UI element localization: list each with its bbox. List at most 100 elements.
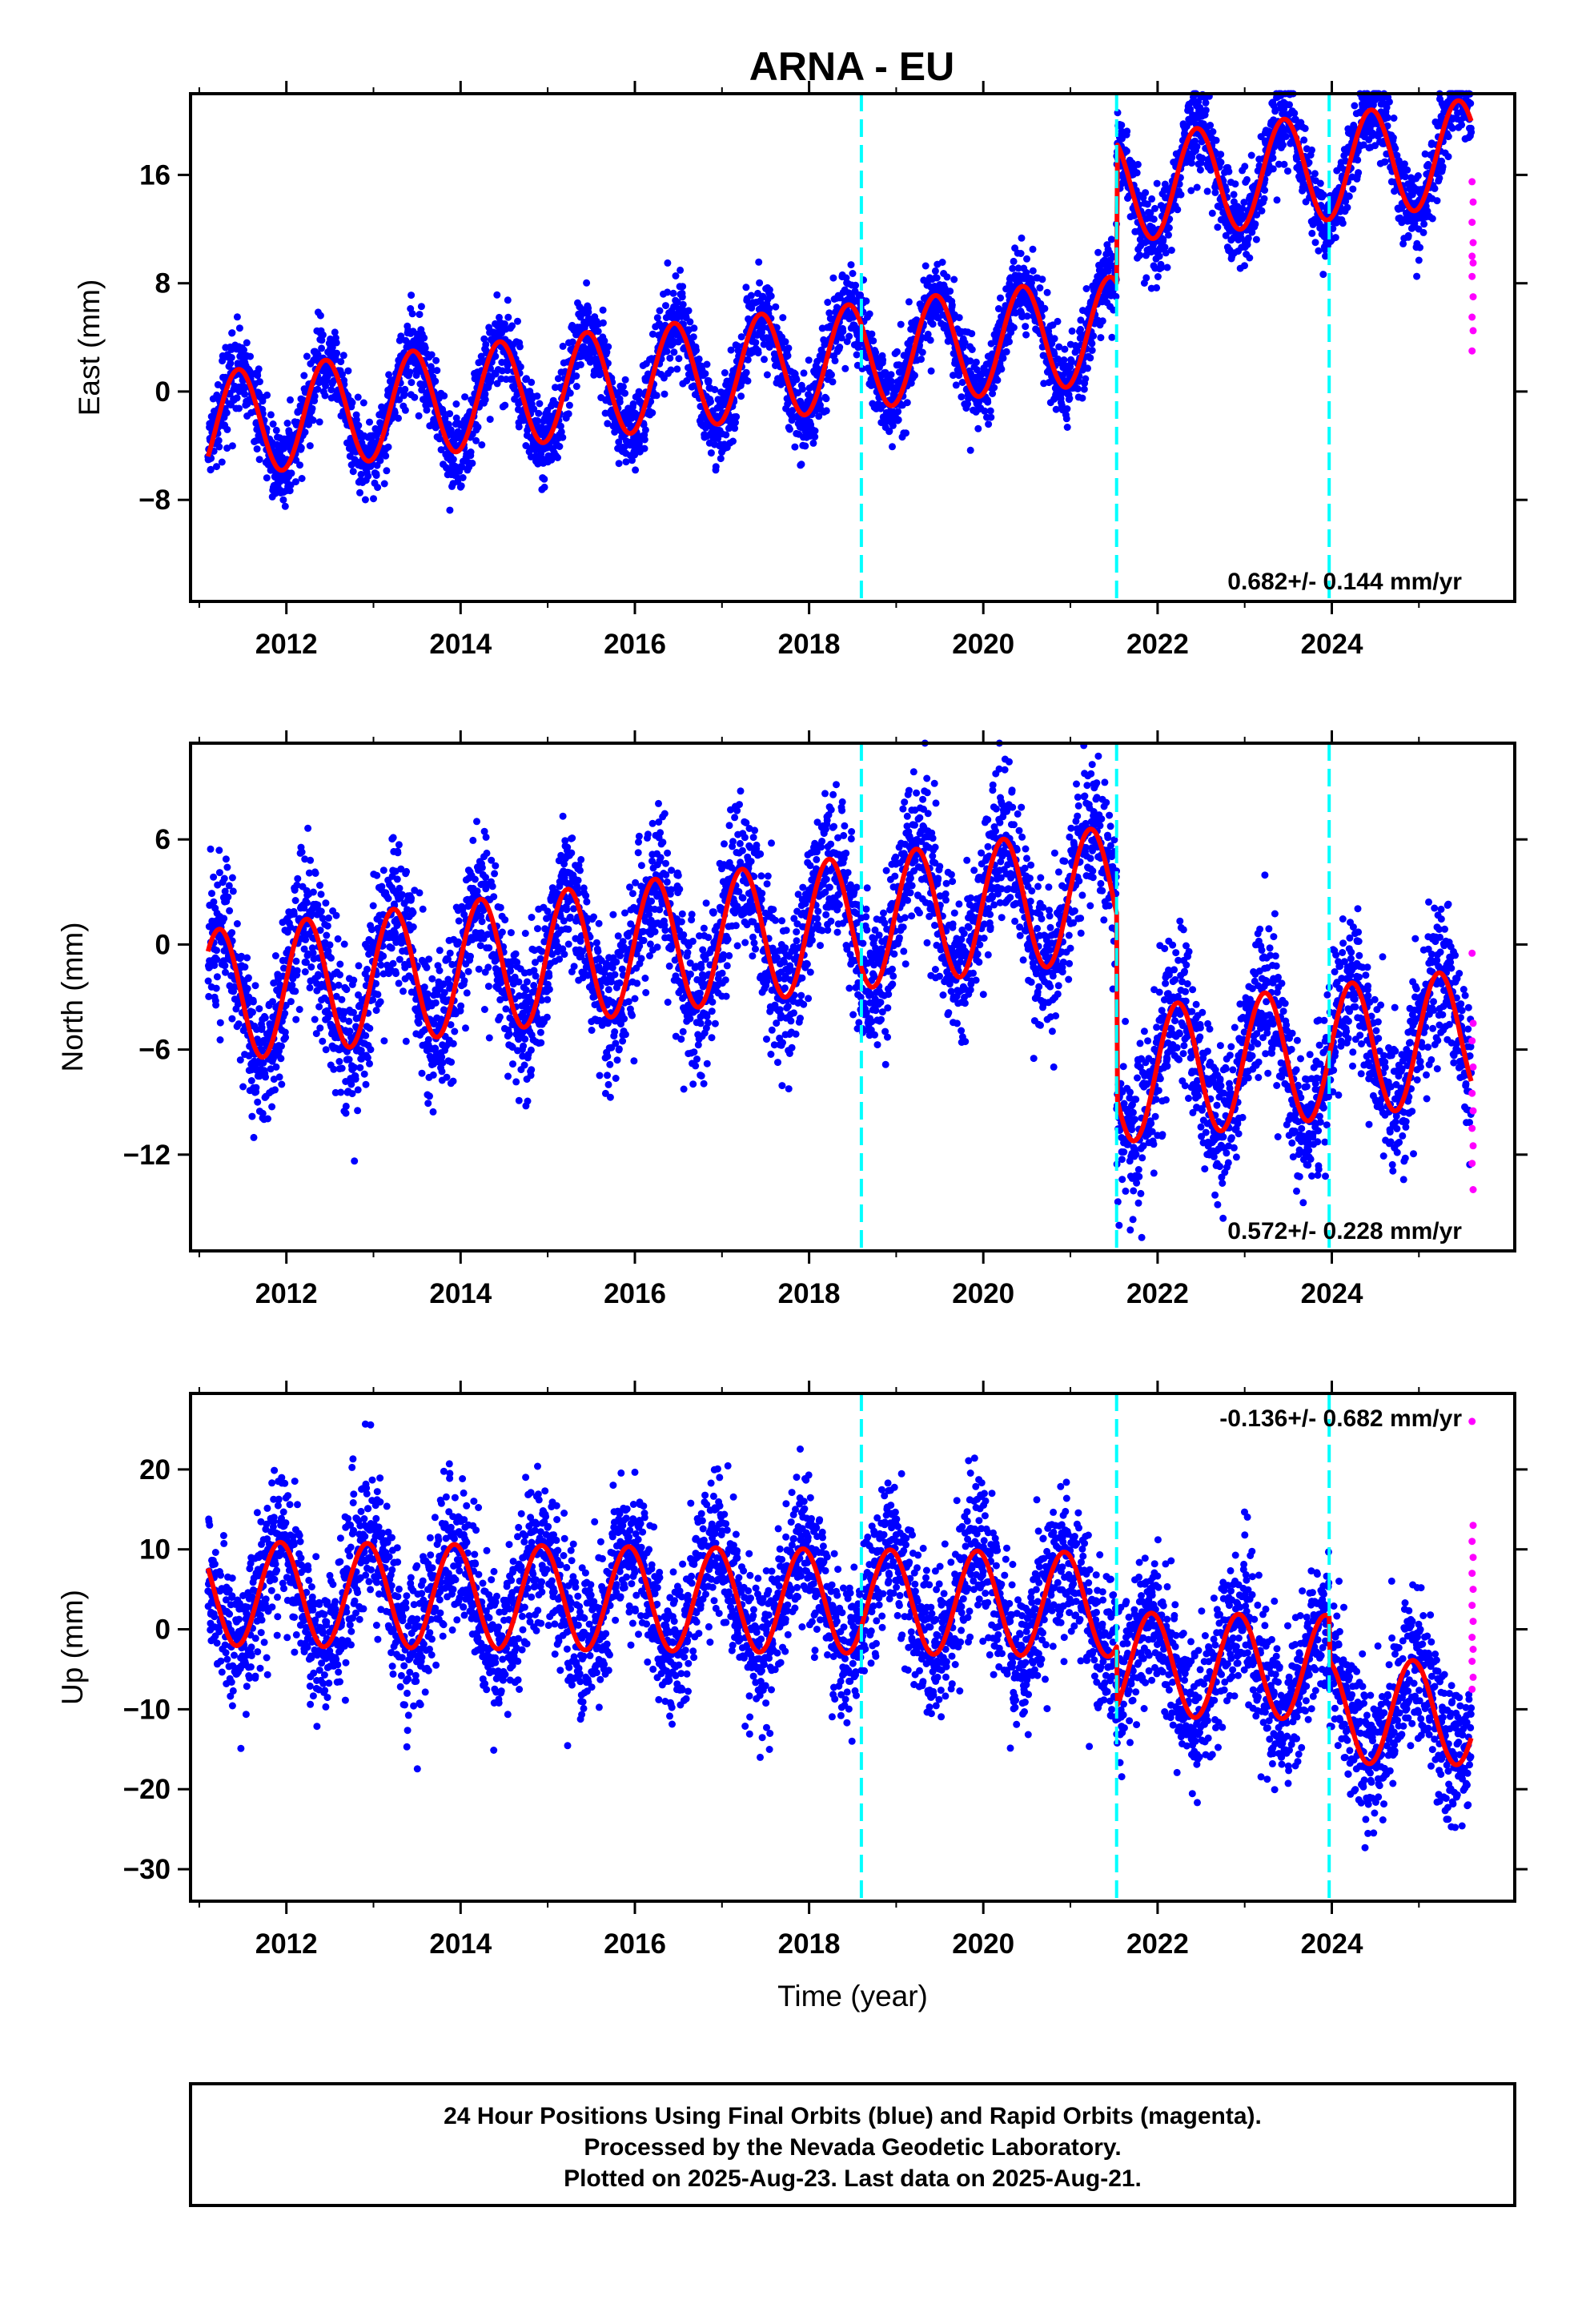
east-final-point <box>492 352 500 360</box>
east-final-point <box>829 378 837 386</box>
east-final-point <box>554 375 562 383</box>
east-rapid-point <box>1469 198 1477 206</box>
east-final-point <box>331 328 339 336</box>
east-final-point <box>1078 394 1086 402</box>
east-final-point <box>1177 191 1185 199</box>
east-final-point <box>1203 187 1211 195</box>
east-final-point <box>440 409 448 416</box>
east-final-point <box>621 376 629 384</box>
east-final-point <box>1391 144 1399 152</box>
east-final-point <box>296 461 303 469</box>
east-final-point <box>467 448 475 456</box>
east-final-point <box>218 458 226 466</box>
east-final-point <box>472 436 480 444</box>
east-final-point <box>308 404 316 412</box>
north-final-point <box>248 1112 256 1120</box>
east-final-point <box>800 369 808 377</box>
east-final-point <box>828 371 835 379</box>
east-final-point <box>344 367 352 375</box>
east-final-point <box>1063 424 1071 431</box>
east-final-point <box>986 407 994 415</box>
east-final-point <box>997 294 1004 302</box>
east-final-point <box>733 412 741 420</box>
east-final-point <box>984 398 992 406</box>
north-final-point <box>226 907 234 915</box>
east-final-point <box>583 279 591 287</box>
east-final-point <box>695 355 703 363</box>
east-final-point <box>572 383 580 390</box>
east-rapid-point <box>1469 259 1477 267</box>
east-final-point <box>1349 185 1357 193</box>
east-final-point <box>481 396 489 404</box>
east-final-point <box>504 296 512 304</box>
east-final-point <box>1282 132 1290 140</box>
north-final-point <box>228 1015 236 1023</box>
east-rapid-point <box>1468 252 1476 260</box>
east-final-point <box>554 454 561 461</box>
east-final-point <box>662 302 669 310</box>
east-final-point <box>272 426 280 434</box>
east-final-point <box>1217 151 1225 159</box>
east-final-point <box>254 372 262 380</box>
east-final-point <box>755 258 763 266</box>
east-final-point <box>328 344 336 352</box>
east-final-point <box>797 460 805 468</box>
east-final-point <box>784 352 792 360</box>
east-final-point <box>1154 273 1162 280</box>
east-final-point <box>1017 250 1025 257</box>
east-final-point <box>269 420 277 428</box>
east-final-point <box>437 446 445 454</box>
east-final-point <box>754 349 762 357</box>
east-final-point <box>679 300 687 308</box>
east-final-point <box>926 336 934 344</box>
east-final-point <box>1280 160 1288 168</box>
east-final-point <box>1018 234 1026 242</box>
east-final-point <box>841 364 849 372</box>
east-final-point <box>1010 324 1018 332</box>
east-final-point <box>1444 133 1452 140</box>
east-final-point <box>1043 288 1051 296</box>
east-final-point <box>408 310 416 318</box>
east-final-point <box>566 389 574 397</box>
east-final-point <box>1148 195 1156 203</box>
east-final-point <box>1458 121 1466 129</box>
east-final-point <box>355 421 363 429</box>
east-final-point <box>1269 154 1277 162</box>
east-final-point <box>717 455 725 463</box>
east-final-point <box>1251 220 1259 228</box>
east-final-point <box>742 283 750 292</box>
east-final-point <box>1435 174 1443 182</box>
north-final-point <box>244 974 252 982</box>
east-final-point <box>756 279 764 287</box>
east-final-point <box>556 422 564 430</box>
east-rapid-point <box>1468 219 1476 227</box>
north-final-point <box>212 1001 220 1009</box>
east-final-point <box>1381 158 1389 166</box>
east-final-point <box>1196 166 1204 174</box>
east-final-point <box>376 456 384 464</box>
north-final-point <box>220 915 228 923</box>
east-final-point <box>678 293 686 301</box>
east-final-point <box>615 460 623 468</box>
east-final-point <box>283 420 291 427</box>
east-final-point <box>536 400 544 408</box>
east-final-point <box>461 393 469 401</box>
east-final-point <box>1286 101 1293 109</box>
east-final-point <box>604 343 612 351</box>
panel-north: 2012 2014 2016 2018 2020 2022 2024−12−606 Nort… <box>56 730 1528 1309</box>
east-final-point <box>902 429 909 437</box>
east-final-point <box>223 425 231 433</box>
north-final-point <box>228 874 236 882</box>
east-final-point <box>235 324 243 332</box>
east-final-point <box>1269 165 1277 173</box>
east-final-point <box>1082 375 1090 383</box>
east-final-point <box>395 414 402 422</box>
east-final-point <box>534 417 541 424</box>
east-final-point <box>1029 245 1037 253</box>
east-final-point <box>1088 340 1096 348</box>
east-final-point <box>966 357 974 365</box>
east-final-point <box>287 396 294 404</box>
east-final-point <box>1208 209 1216 217</box>
east-final-point <box>1122 147 1130 155</box>
